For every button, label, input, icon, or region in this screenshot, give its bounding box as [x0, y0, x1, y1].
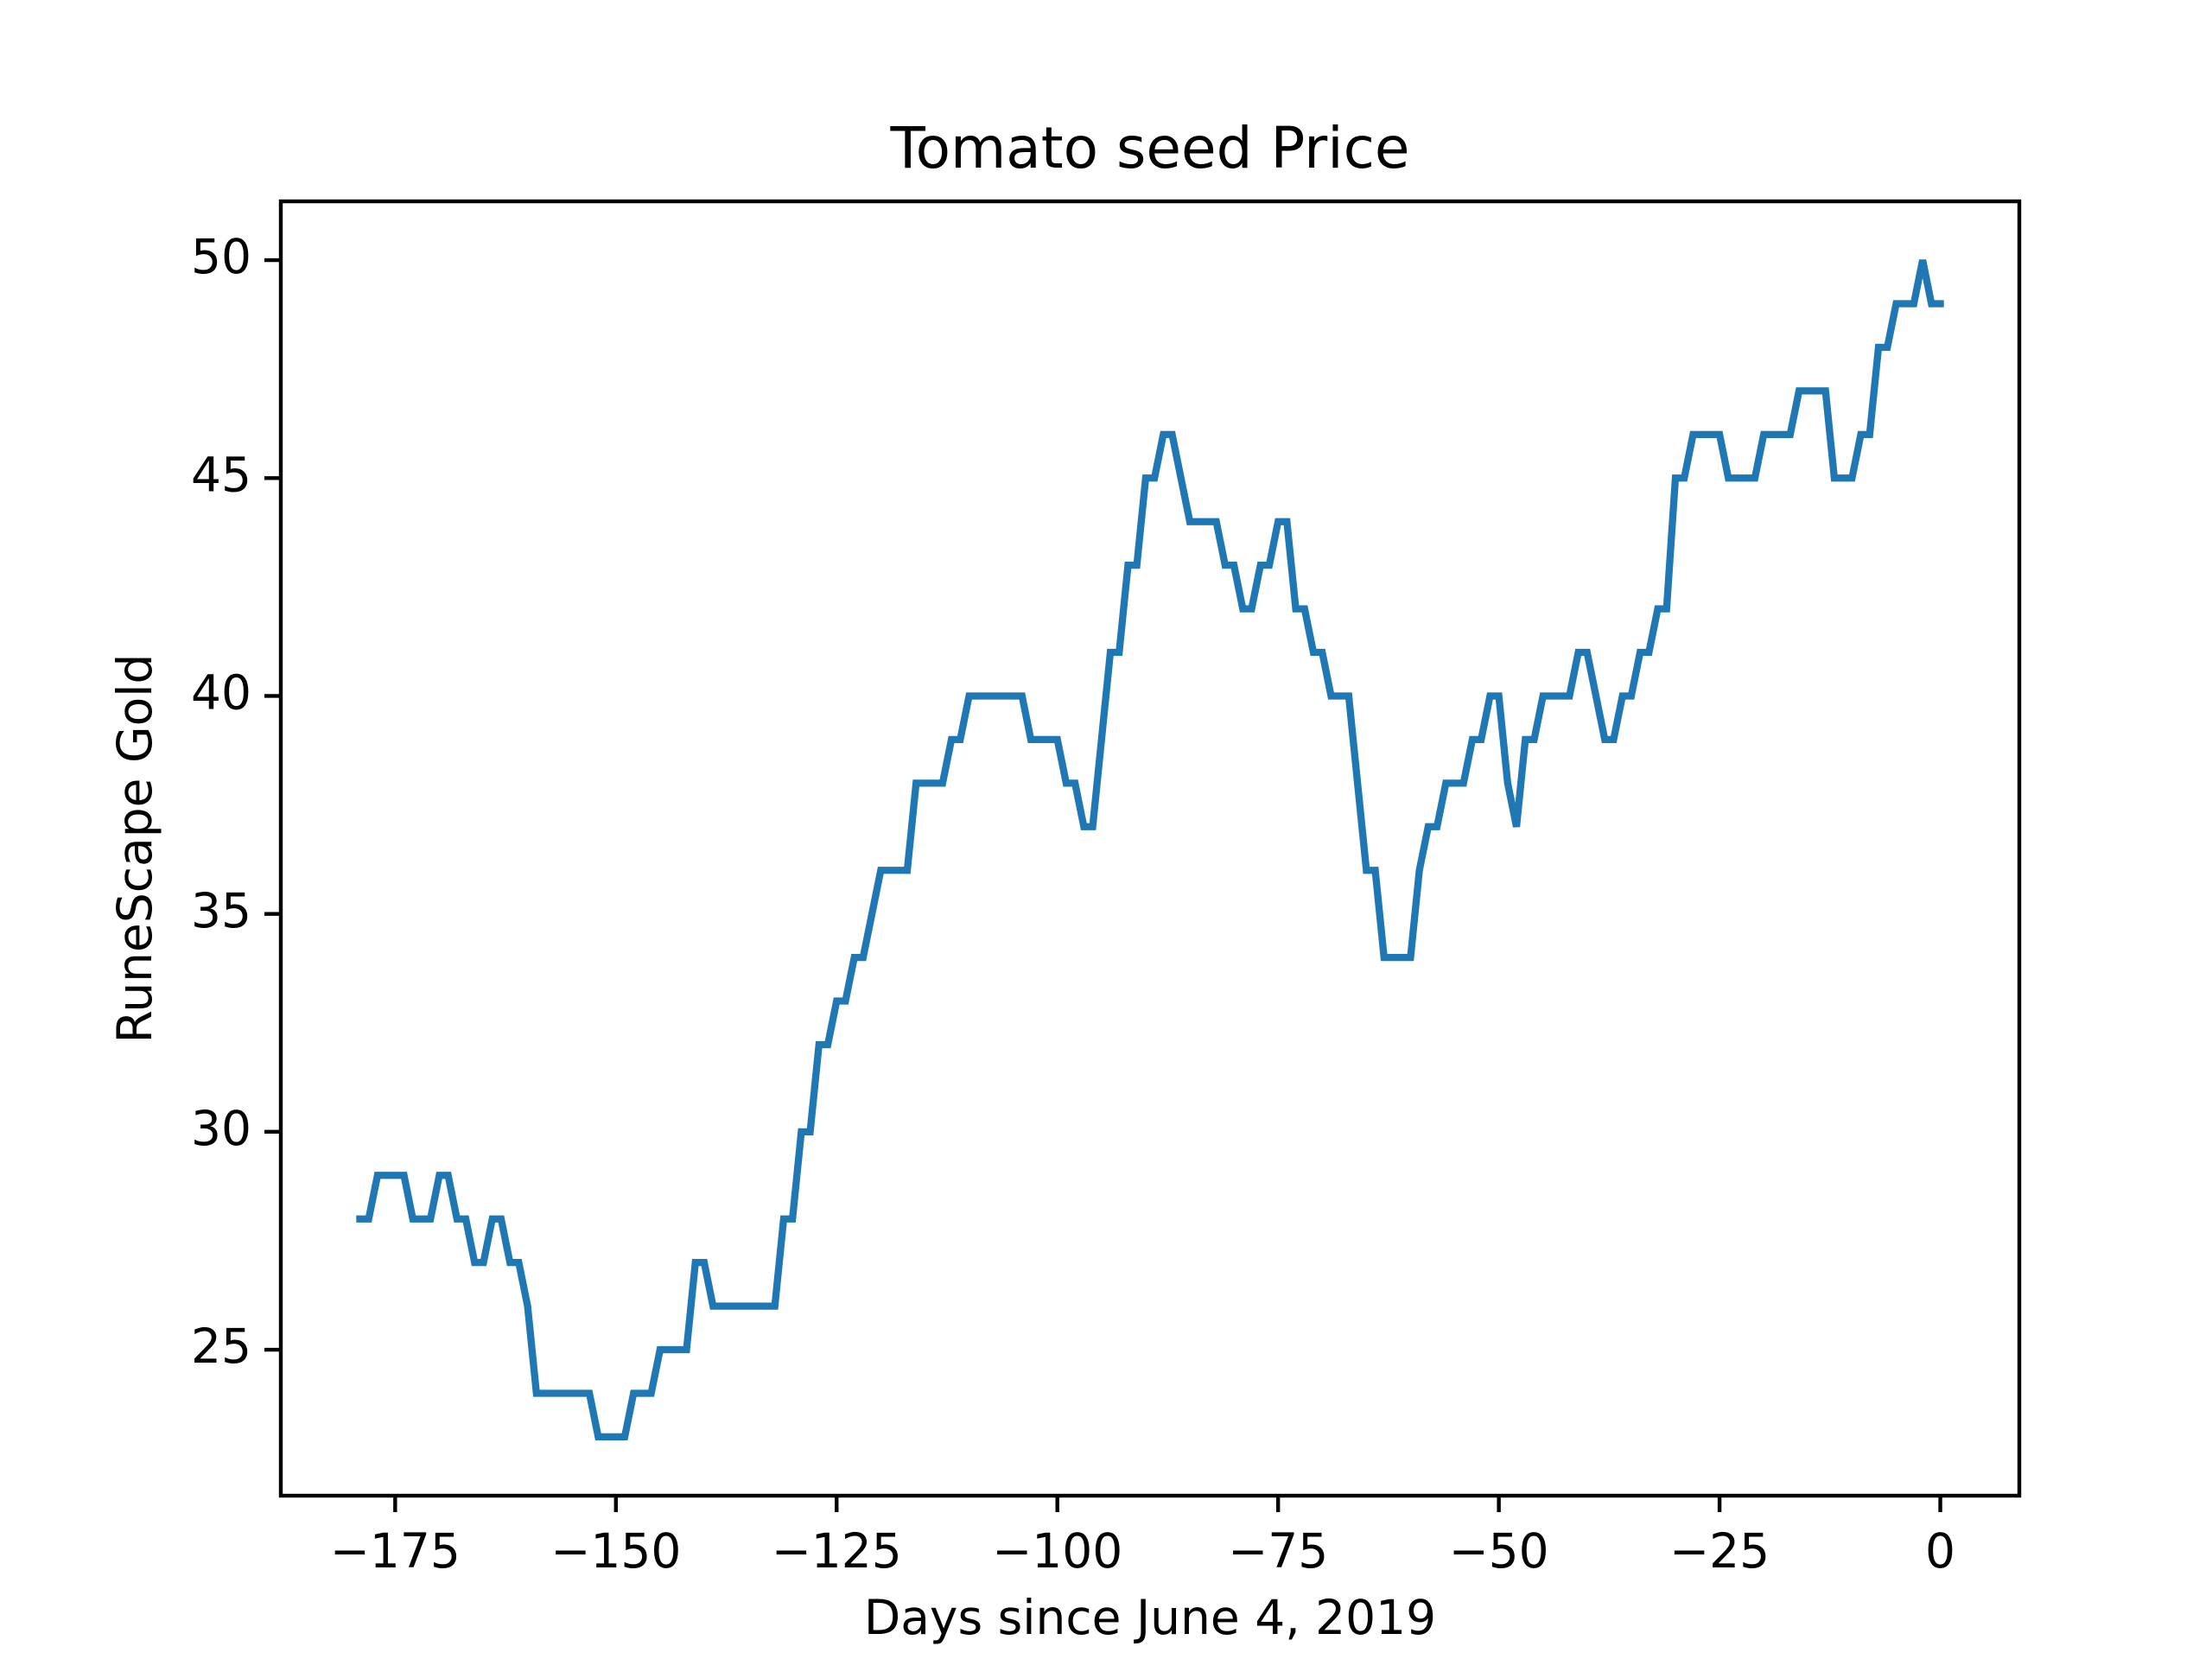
x-tick-label: −50 — [1449, 1523, 1549, 1579]
x-tick-label: −25 — [1669, 1523, 1770, 1579]
x-tick-label: −175 — [330, 1523, 461, 1579]
x-axis-label: Days since June 4, 2019 — [864, 1590, 1436, 1645]
y-tick-label: 35 — [191, 883, 251, 938]
y-axis-label: RuneScape Gold — [107, 654, 162, 1044]
y-tick-label: 50 — [191, 229, 251, 284]
y-tick-label: 25 — [191, 1319, 251, 1374]
y-tick-label: 30 — [191, 1101, 251, 1156]
x-tick-label: −75 — [1228, 1523, 1328, 1579]
data-line — [356, 259, 1944, 1441]
x-tick-label: −125 — [772, 1523, 902, 1579]
y-tick-label: 45 — [191, 447, 251, 502]
chart-title: Tomato seed Price — [890, 115, 1410, 181]
plot-frame — [278, 199, 2022, 1498]
x-tick-label: 0 — [1925, 1523, 1955, 1579]
y-tick-label: 40 — [191, 665, 251, 721]
x-tick-label: −100 — [992, 1523, 1122, 1579]
x-tick-label: −150 — [550, 1523, 681, 1579]
